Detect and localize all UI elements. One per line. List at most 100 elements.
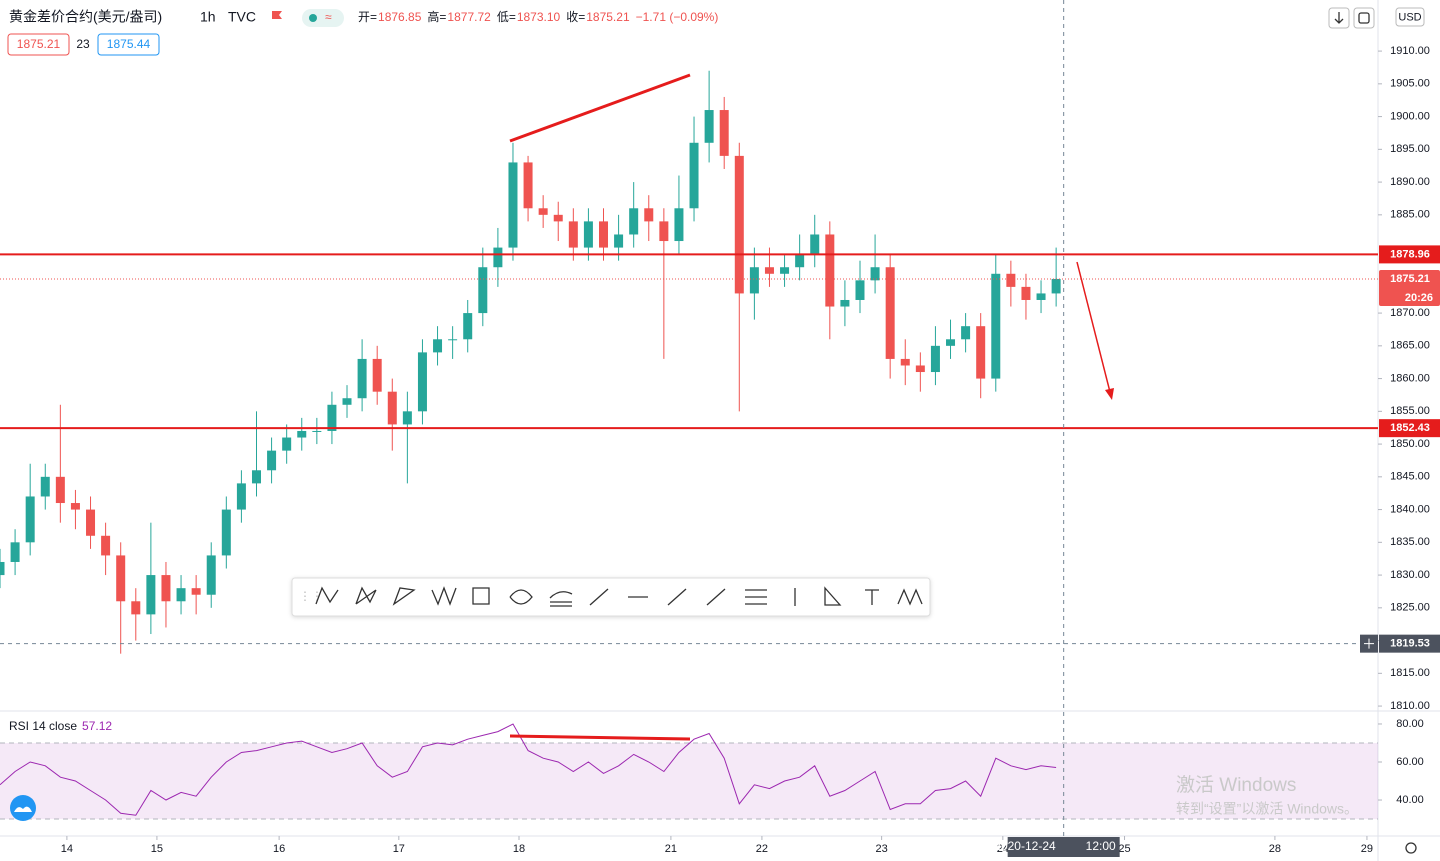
- reset-icon: [1358, 12, 1370, 24]
- status-dot: [309, 14, 317, 22]
- candle-body: [327, 404, 337, 431]
- candle-body: [885, 267, 895, 359]
- tool-icon: [865, 589, 879, 605]
- y-tick-label: 1845.00: [1390, 471, 1430, 483]
- tool-icon: [824, 586, 842, 606]
- candle-body: [372, 358, 382, 392]
- candle-body: [116, 555, 126, 602]
- ohlc-label: 低=: [497, 10, 516, 24]
- y-tick-label: 1835.00: [1390, 536, 1430, 548]
- candle-body: [342, 398, 352, 405]
- crosshair-price-box: [1379, 634, 1440, 653]
- y-tick-label: 60.00: [1396, 756, 1424, 768]
- candle-body: [780, 267, 790, 274]
- rsi-value: 57.12: [82, 719, 112, 733]
- tool-button[interactable]: [699, 580, 735, 614]
- y-tick-label: 1855.00: [1390, 405, 1430, 417]
- candle-body: [734, 155, 744, 294]
- candle-body: [86, 509, 96, 536]
- x-tick-label: 15: [151, 843, 163, 855]
- y-tick-label: 1860.00: [1390, 372, 1430, 384]
- symbol: 黄金差价合约(美元/盎司): [9, 9, 162, 25]
- candle-body: [704, 110, 714, 143]
- rsi-trend-line[interactable]: [509, 734, 691, 741]
- tool-button[interactable]: [816, 580, 852, 614]
- status-pill[interactable]: [302, 9, 344, 27]
- toolbar-panel: [291, 577, 931, 617]
- y-tick-label: 1900.00: [1390, 110, 1430, 122]
- candle-body: [749, 267, 759, 294]
- candle-body: [55, 476, 65, 504]
- y-tick-label: 1870.00: [1390, 307, 1430, 319]
- candle-body: [0, 561, 5, 576]
- countdown: 20:26: [1405, 292, 1433, 304]
- tool-button[interactable]: [660, 580, 696, 614]
- ohlc-label: 高=: [427, 9, 446, 24]
- y-tick-label: 1865.00: [1390, 340, 1430, 352]
- tool-button[interactable]: [543, 580, 579, 614]
- bid-box[interactable]: [7, 33, 70, 56]
- interval[interactable]: 1h: [200, 9, 216, 25]
- tool-button[interactable]: [504, 580, 540, 614]
- candle-body: [870, 267, 880, 281]
- tool-icon: [706, 588, 726, 606]
- y-tick-label: 1840.00: [1390, 503, 1430, 515]
- ask-box[interactable]: [97, 33, 160, 56]
- x-tick-label: 29: [1361, 843, 1373, 855]
- y-tick-label: 1910.00: [1390, 45, 1430, 57]
- candle-body: [946, 339, 956, 346]
- crosshair-date: 2020-12-24: [994, 839, 1056, 853]
- tool-button[interactable]: [855, 580, 891, 614]
- logo-icon: [14, 806, 32, 812]
- x-tick-label: 22: [756, 843, 768, 855]
- candle-body: [599, 221, 609, 248]
- candle-body: [387, 391, 397, 425]
- candle-body: [991, 273, 1001, 379]
- candle-body: [297, 430, 307, 438]
- candle-body: [810, 234, 820, 255]
- flag-icon[interactable]: [272, 11, 282, 19]
- candle-body: [840, 299, 850, 307]
- y-tick-label: 1895.00: [1390, 143, 1430, 155]
- logo-button[interactable]: [10, 795, 36, 821]
- candle-body: [131, 601, 141, 615]
- candle-body: [251, 470, 261, 484]
- x-tick-label: 21: [665, 843, 677, 855]
- y-tick-label: 80.00: [1396, 718, 1424, 730]
- candle-body: [961, 326, 971, 340]
- settings-icon[interactable]: [1405, 842, 1417, 854]
- y-tick-label: 1885.00: [1390, 209, 1430, 221]
- candle-body: [508, 162, 518, 248]
- plus-icon: [1364, 638, 1374, 649]
- tool-button[interactable]: [582, 580, 618, 614]
- last-price-box: [1379, 269, 1440, 306]
- currency: USD: [1398, 11, 1421, 23]
- last-price: 1875.21: [1390, 273, 1430, 285]
- candle-body: [176, 588, 186, 602]
- tool-icon: [392, 587, 416, 606]
- candle-body: [312, 430, 322, 432]
- tool-icon: [431, 586, 457, 606]
- currency-box[interactable]: [1395, 7, 1425, 27]
- tool-icon: [355, 586, 377, 605]
- x-tick-label: 14: [61, 843, 73, 855]
- candle-body: [191, 588, 201, 595]
- candle-body: [764, 267, 774, 274]
- x-tick-label: 23: [875, 843, 887, 855]
- price-label-box: [1379, 245, 1440, 264]
- tool-icon: [667, 588, 687, 606]
- candle-body: [70, 503, 80, 510]
- reset-button[interactable]: [1353, 7, 1375, 29]
- x-tick-label: 18: [513, 843, 525, 855]
- source: TVC: [228, 9, 256, 25]
- tool-button[interactable]: [465, 580, 501, 614]
- candle-body: [417, 352, 427, 412]
- trend-line[interactable]: [509, 73, 691, 143]
- arrow-line[interactable]: [1076, 261, 1111, 393]
- candle-body: [629, 208, 639, 235]
- candle-body: [101, 535, 111, 556]
- tool-button[interactable]: [426, 580, 462, 614]
- candle-body: [1036, 293, 1046, 300]
- tool-icon: [315, 586, 339, 605]
- tool-button[interactable]: [894, 580, 930, 614]
